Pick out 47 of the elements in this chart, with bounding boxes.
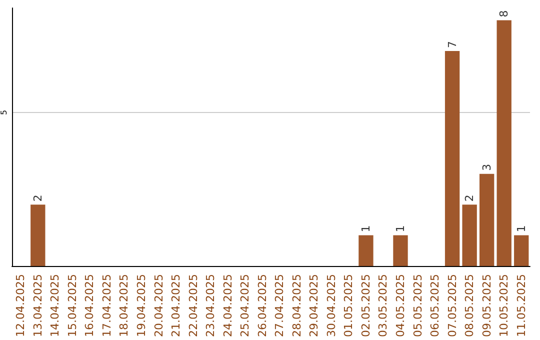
x-tick-label: 19.04.2025 <box>135 274 148 338</box>
bar <box>479 174 494 266</box>
x-tick-label: 20.04.2025 <box>152 274 166 338</box>
bar <box>444 51 460 266</box>
x-tick-label: 03.05.2025 <box>376 274 390 338</box>
x-tick-label: 04.05.2025 <box>394 274 407 338</box>
x-tick-label: 15.04.2025 <box>66 274 79 338</box>
x-tick-label: 10.05.2025 <box>498 274 511 338</box>
x-tick-label: 02.05.2025 <box>359 274 372 338</box>
x-tick-label: 16.04.2025 <box>83 274 96 338</box>
x-tick-label: 25.04.2025 <box>238 274 252 338</box>
bar <box>358 235 374 266</box>
x-tick-label: 06.05.2025 <box>428 274 442 338</box>
x-tick-label: 22.04.2025 <box>186 274 200 338</box>
x-tick-label: 18.04.2025 <box>118 274 131 338</box>
data-label: 8 <box>498 10 511 18</box>
data-label: 7 <box>446 41 459 48</box>
x-tick-label: 07.05.2025 <box>446 274 459 338</box>
bar <box>30 204 46 266</box>
data-label: 1 <box>359 225 372 232</box>
data-label: 2 <box>463 194 476 202</box>
x-tick-label: 01.05.2025 <box>342 274 356 338</box>
x-tick-label: 13.04.2025 <box>31 274 44 338</box>
data-label: 3 <box>480 164 494 171</box>
bar <box>393 235 408 266</box>
y-tick-label: 5 <box>0 110 8 115</box>
x-tick-label: 29.04.2025 <box>308 274 321 338</box>
x-tick-label: 21.04.2025 <box>170 274 183 338</box>
x-tick-label: 12.04.2025 <box>14 274 28 338</box>
bar <box>462 204 477 266</box>
x-tick-label: 24.04.2025 <box>221 274 234 338</box>
x-tick-label: 26.04.2025 <box>256 274 269 338</box>
x-tick-label: 08.05.2025 <box>463 274 476 338</box>
data-label: 2 <box>31 194 44 202</box>
x-tick-label: 05.05.2025 <box>411 274 424 338</box>
x-tick-label: 30.04.2025 <box>324 274 338 338</box>
x-tick-label: 27.04.2025 <box>273 274 286 338</box>
data-label: 1 <box>514 225 528 232</box>
x-tick-label: 17.04.2025 <box>100 274 114 338</box>
x-tick-label: 09.05.2025 <box>480 274 494 338</box>
x-tick-label: 14.04.2025 <box>48 274 62 338</box>
x-tick-label: 28.04.2025 <box>290 274 304 338</box>
x-tick-label: 23.04.2025 <box>204 274 218 338</box>
x-tick-label: 11.05.2025 <box>514 274 528 338</box>
bar <box>514 235 529 266</box>
bar <box>496 20 512 266</box>
data-label: 1 <box>394 225 407 232</box>
